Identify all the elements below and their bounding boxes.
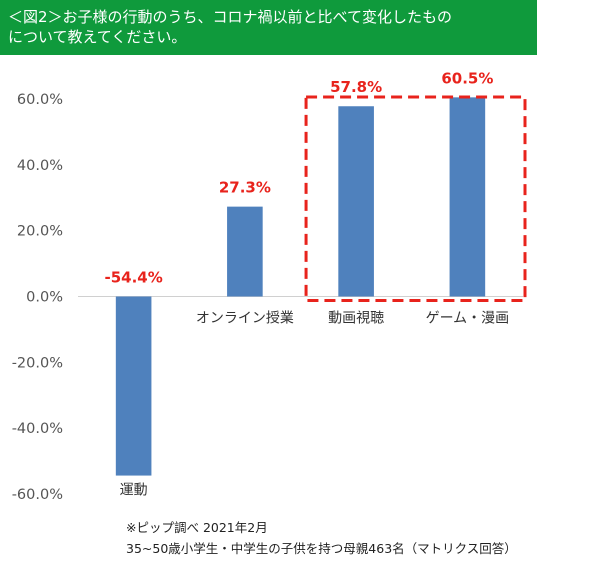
footnote-sample: 35~50歳小学生・中学生の子供を持つ母親463名（マトリクス回答） <box>126 541 517 556</box>
category-label: 動画視聴 <box>328 311 384 327</box>
y-tick-label: 40.0% <box>17 158 63 174</box>
y-tick-label: -20.0% <box>12 355 63 371</box>
category-label: オンライン授業 <box>196 311 294 327</box>
chart-header: ＜図2＞お子様の行動のうち、コロナ禍以前と比べて変化したもの について教えてくだ… <box>0 0 537 55</box>
category-label: ゲーム・漫画 <box>426 311 510 327</box>
y-tick-label: -40.0% <box>12 421 63 437</box>
y-tick-label: 60.0% <box>17 92 63 108</box>
y-tick-label: -60.0% <box>12 487 63 503</box>
header-title-line1: ＜図2＞お子様の行動のうち、コロナ禍以前と比べて変化したもの <box>8 8 452 26</box>
bar <box>227 206 263 297</box>
y-tick-label: 0.0% <box>26 290 63 306</box>
category-label: 運動 <box>120 483 148 499</box>
data-label: 60.5% <box>441 69 493 87</box>
header-title-line2: について教えてください。 <box>8 28 187 46</box>
highlight-box <box>304 95 527 302</box>
data-label: 27.3% <box>219 179 271 197</box>
bar <box>449 97 486 297</box>
data-label: -54.4% <box>104 269 162 287</box>
footnote-source: ※ピップ調べ 2021年2月 <box>126 520 268 535</box>
data-label: 57.8% <box>330 78 382 96</box>
y-tick-label: 20.0% <box>17 224 63 240</box>
bar <box>338 106 374 297</box>
bar <box>115 296 152 476</box>
